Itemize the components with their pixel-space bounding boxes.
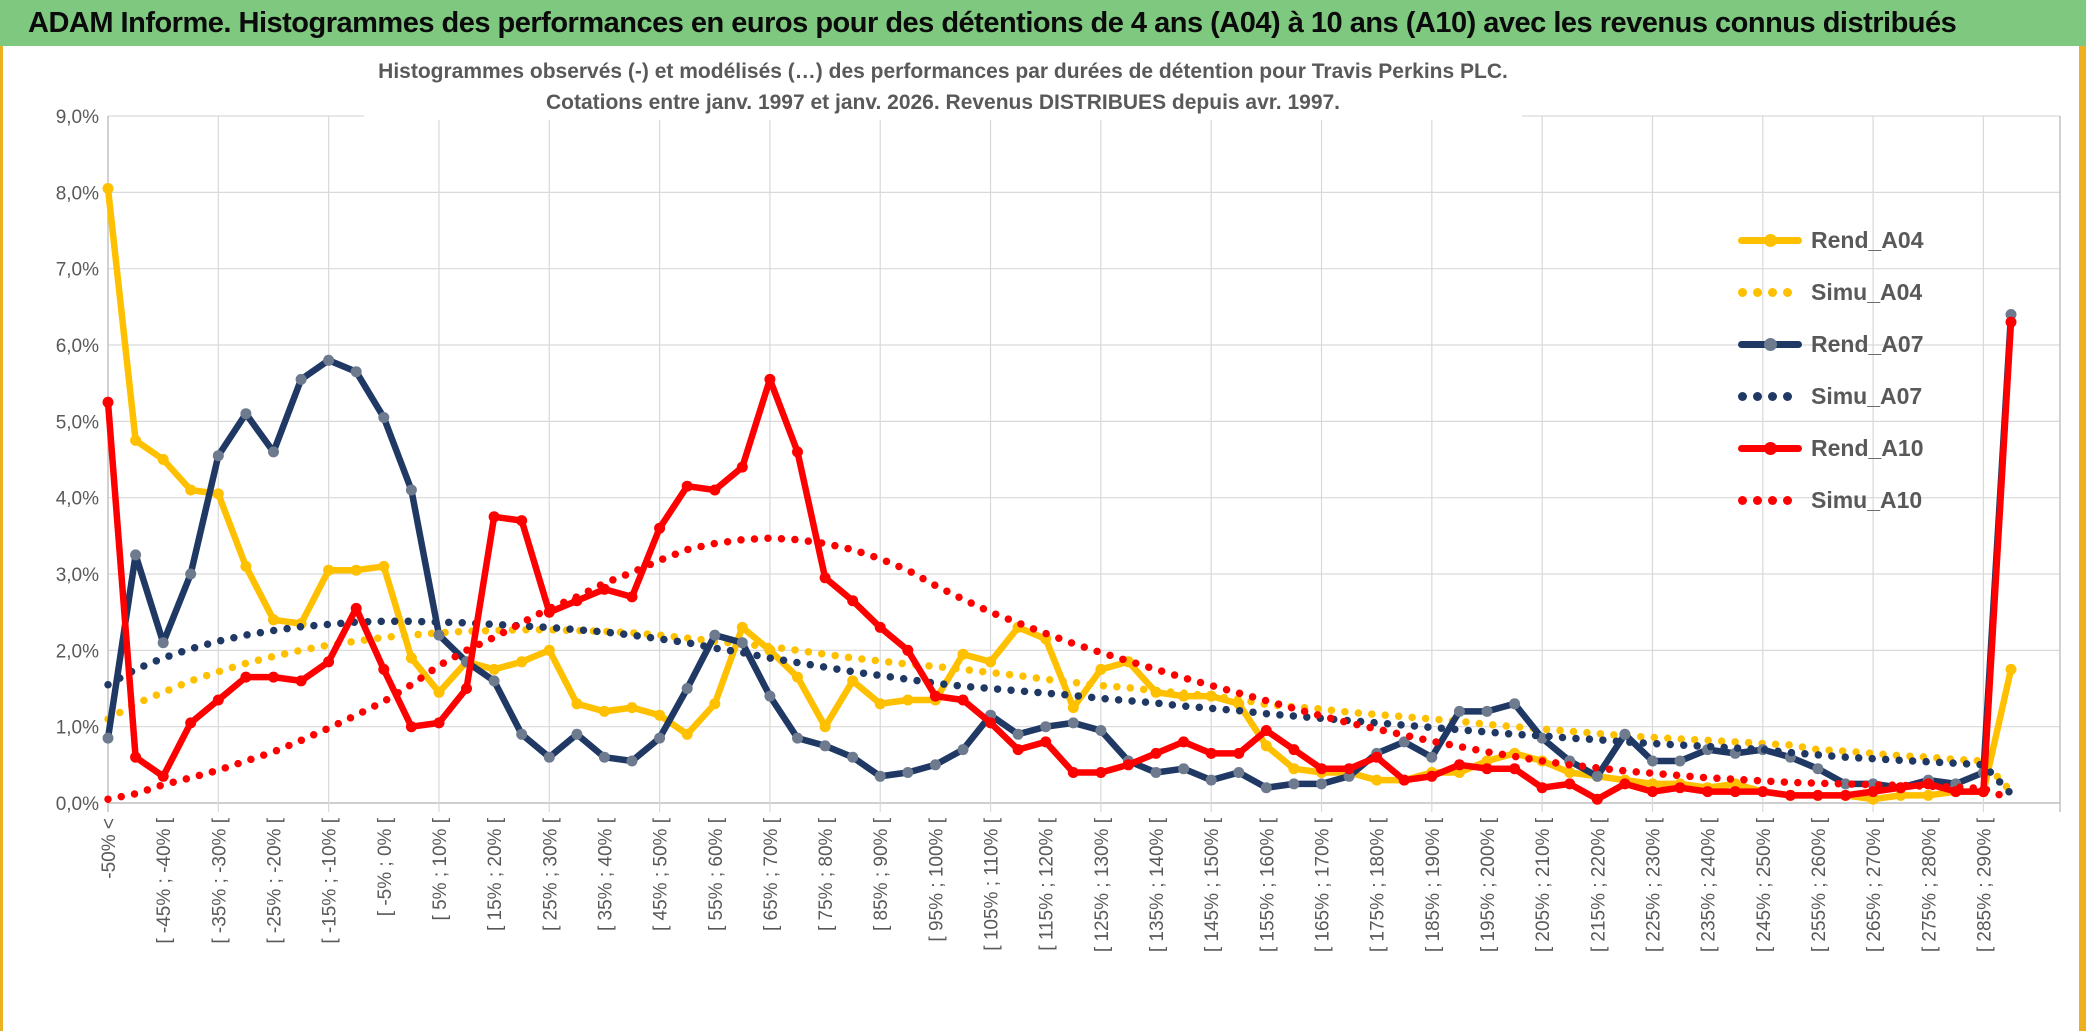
y-axis-label: 9,0% [56,107,99,128]
series-rend_a10 [102,316,2017,805]
x-axis-label: [ 135% ; 140% [ [1147,817,1168,952]
y-axis-label: 3,0% [56,565,99,586]
x-axis-label: [ 35% ; 40% [ [595,817,616,931]
x-axis-label: [ -25% ; -20% [ [264,817,285,943]
legend-item-simu_a07: Simu_A07 [1738,370,1923,422]
x-axis-label: [ 195% ; 200% [ [1478,817,1499,952]
legend-item-simu_a04: Simu_A04 [1738,266,1923,318]
x-axis-label: [ 75% ; 80% [ [816,817,837,931]
x-axis-label: [ 245% ; 250% [ [1754,817,1775,952]
x-axis-label: [ -5% ; 0% [ [375,817,396,916]
legend-marker-line-icon [1738,232,1802,248]
x-axis-label: [ 205% ; 210% [ [1533,817,1554,952]
legend-label: Simu_A07 [1811,382,1923,409]
x-axis-label: [ 25% ; 30% [ [540,817,561,931]
x-axis-label: [ 105% ; 110% [ [982,817,1003,950]
performance-chart: 0,0% 1,0% 2,0% 3,0% 4,0% 5,0% 6,0% 7,0% 8,0% 9,0%… [56,107,2061,952]
y-axis-label: 8,0% [56,183,99,204]
legend-label: Rend_A07 [1811,330,1924,357]
legend-item-simu_a10: Simu_A10 [1738,474,1923,526]
x-axis-label: [ 255% ; 260% [ [1809,817,1830,952]
y-axis-label: 5,0% [56,412,99,433]
x-axis-label: [ 265% ; 270% [ [1864,817,1885,952]
x-axis-label: [ 155% ; 160% [ [1257,817,1278,952]
banner-title: ADAM Informe. Histogrammes des performan… [28,6,1957,39]
legend-label: Simu_A04 [1811,278,1923,305]
series-simu_a10 [104,534,2015,803]
legend-label: Rend_A10 [1811,434,1924,461]
legend-marker-dotted-icon [1738,284,1802,300]
legend-item-rend_a10: Rend_A10 [1738,422,1923,474]
x-axis-label: [ 85% ; 90% [ [871,817,892,931]
gridlines [107,115,2061,812]
legend-marker-dotted-icon [1738,492,1802,508]
y-axis-label: 2,0% [56,641,99,662]
x-axis-label: [ 45% ; 50% [ [651,817,672,931]
x-axis-label: [ 225% ; 230% [ [1643,817,1664,952]
y-axis-label: 6,0% [56,336,99,357]
legend-item-rend_a07: Rend_A07 [1738,318,1923,370]
x-axis-label: [ 5% ; 10% [ [430,817,451,920]
chart-title-line2: Cotations entre janv. 1997 et janv. 2026… [545,91,1341,114]
banner: ADAM Informe. Histogrammes des performan… [0,0,2086,46]
x-axis-label: [ 15% ; 20% [ [485,817,506,931]
chart-title-line1: Histogrammes observés (-) et modélisés (… [378,60,1508,83]
legend-label: Rend_A04 [1811,226,1924,253]
legend-label: Simu_A10 [1811,486,1923,513]
x-axis-label: [ -15% ; -10% [ [320,817,341,943]
x-axis-label: [ 115% ; 120% [ [1037,817,1058,950]
legend-marker-line-icon [1738,336,1802,352]
legend-item-rend_a04: Rend_A04 [1738,214,1923,266]
x-axis-label: [ 65% ; 70% [ [761,817,782,931]
legend-marker-dotted-icon [1738,388,1802,404]
x-axis-label: [ 185% ; 190% [ [1423,817,1444,952]
y-axis-label: 4,0% [56,489,99,510]
x-axis-label: [ 215% ; 220% [ [1588,817,1609,952]
y-axis-label: 1,0% [56,718,99,739]
y-axis-label: 0,0% [56,794,99,815]
x-axis-label: [ 235% ; 240% [ [1699,817,1720,952]
y-axis-label: 7,0% [56,260,99,281]
x-axis-label: [ 275% ; 280% [ [1919,817,1940,952]
series-rend_a07 [102,309,2017,794]
x-axis-label: [ 175% ; 180% [ [1368,817,1389,952]
x-axis-label: [ 285% ; 290% [ [1974,817,1995,952]
series-rend_a10-markers [102,316,2017,805]
x-axis-label: [ 55% ; 60% [ [706,817,727,931]
x-axis-label: [ -45% ; -40% [ [154,817,175,943]
x-axis-label: [ 145% ; 150% [ [1202,817,1223,952]
series-rend_a04-markers [102,183,2017,805]
x-axis-label: [ 165% ; 170% [ [1313,817,1334,952]
series-simu_a07 [104,617,2015,798]
chart-legend: Rend_A04 Simu_A04 Rend_A07 Simu_A07 Rend_A10… [1738,214,1923,526]
x-axis-label: [ -35% ; -30% [ [209,817,230,943]
series-simu_a04 [104,625,2015,796]
chart-title: Histogrammes observés (-) et modélisés (… [364,54,1522,120]
x-axis-label: -50% < [99,818,120,879]
x-axis-label: [ 125% ; 130% [ [1092,817,1113,952]
series-rend_a04 [102,183,2017,805]
legend-marker-line-icon [1738,440,1802,456]
series-rend_a07-markers [102,309,2017,794]
chart-frame: Histogrammes observés (-) et modélisés (… [0,46,2086,1031]
x-axis-label: [ 95% ; 100% [ [926,817,947,941]
x-axis-labels: -50% < [ -45% ; -40% [ [ -35% ; -30% [ [ -2… [99,817,1995,952]
